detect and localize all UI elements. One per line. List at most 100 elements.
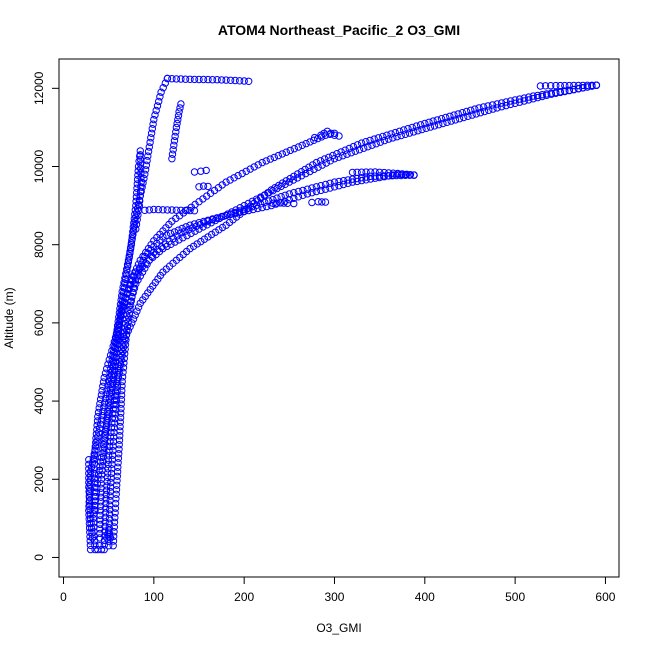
- y-tick-label: 4000: [32, 387, 46, 414]
- data-point: [330, 178, 339, 186]
- data-point: [106, 492, 114, 500]
- data-point: [175, 108, 183, 116]
- data-point: [326, 179, 334, 188]
- data-point: [133, 307, 141, 315]
- data-point: [95, 534, 104, 542]
- data-point: [106, 487, 115, 496]
- data-point: [468, 111, 476, 119]
- data-point: [106, 534, 115, 542]
- data-point: [333, 150, 341, 158]
- data-point: [285, 196, 293, 204]
- data-point: [137, 183, 145, 191]
- data-point: [579, 81, 587, 90]
- data-point: [250, 163, 258, 171]
- data-point: [145, 206, 154, 214]
- data-point: [403, 170, 411, 179]
- data-point: [190, 207, 199, 215]
- data-point: [541, 82, 550, 90]
- data-point: [94, 545, 102, 554]
- data-point: [230, 174, 238, 182]
- data-point: [525, 96, 533, 104]
- data-point: [561, 87, 569, 95]
- data-point: [321, 198, 330, 206]
- data-point: [321, 180, 330, 189]
- data-point: [124, 256, 133, 264]
- data-point: [289, 176, 298, 184]
- data-point: [114, 377, 122, 386]
- data-point: [199, 182, 208, 190]
- data-point: [410, 128, 418, 136]
- data-point: [117, 391, 126, 399]
- data-point: [97, 498, 105, 506]
- data-point: [565, 86, 573, 95]
- data-point: [172, 206, 181, 214]
- data-point: [169, 146, 177, 154]
- data-point: [297, 168, 306, 176]
- data-point: [583, 81, 592, 90]
- data-point: [108, 456, 117, 464]
- data-point: [462, 107, 471, 116]
- data-point: [207, 219, 216, 227]
- plot-area: [85, 74, 601, 554]
- data-point: [105, 515, 114, 523]
- data-point: [176, 104, 184, 112]
- data-point: [95, 404, 103, 412]
- data-point: [126, 323, 134, 331]
- data-point: [515, 98, 524, 106]
- data-point: [100, 444, 109, 452]
- data-point: [280, 199, 288, 207]
- data-point: [290, 194, 298, 203]
- data-point: [190, 220, 199, 228]
- data-point: [109, 542, 117, 550]
- data-point: [186, 75, 194, 84]
- data-point: [327, 129, 335, 138]
- data-point: [113, 387, 121, 395]
- data-point: [106, 389, 114, 398]
- data-point: [443, 118, 451, 127]
- data-point: [101, 439, 109, 447]
- data-point: [226, 176, 234, 184]
- data-point: [93, 421, 101, 429]
- data-point: [96, 395, 105, 403]
- data-point: [104, 360, 112, 368]
- data-point: [588, 81, 596, 90]
- data-point: [116, 364, 124, 373]
- data-point: [96, 529, 104, 538]
- data-point: [85, 487, 93, 496]
- data-point: [117, 395, 126, 404]
- data-point: [136, 187, 145, 196]
- data-point: [168, 75, 176, 83]
- data-point: [493, 100, 501, 108]
- data-point: [106, 351, 115, 359]
- data-point: [90, 451, 99, 460]
- data-point: [195, 75, 203, 84]
- data-point: [143, 156, 151, 165]
- data-point: [118, 382, 126, 390]
- data-point: [349, 142, 358, 151]
- data-point: [511, 96, 519, 104]
- data-point: [110, 343, 119, 351]
- data-point: [282, 177, 290, 185]
- data-point: [85, 456, 93, 464]
- data-point: [106, 496, 114, 505]
- y-tick-label: 0: [32, 554, 46, 561]
- data-point: [108, 371, 116, 380]
- data-point: [119, 303, 128, 311]
- data-point: [96, 502, 105, 510]
- data-point: [134, 211, 142, 219]
- data-point: [148, 125, 157, 133]
- data-point: [234, 171, 242, 180]
- data-point: [270, 153, 278, 162]
- data-point: [525, 93, 533, 101]
- data-point: [400, 126, 408, 134]
- data-point: [226, 76, 235, 85]
- data-point: [111, 333, 120, 342]
- data-point: [224, 210, 232, 218]
- data-point: [123, 289, 132, 297]
- data-point: [91, 502, 99, 510]
- data-point: [199, 75, 208, 84]
- data-point: [152, 106, 160, 115]
- data-point: [104, 403, 113, 411]
- data-point: [389, 169, 397, 177]
- data-point: [91, 443, 100, 451]
